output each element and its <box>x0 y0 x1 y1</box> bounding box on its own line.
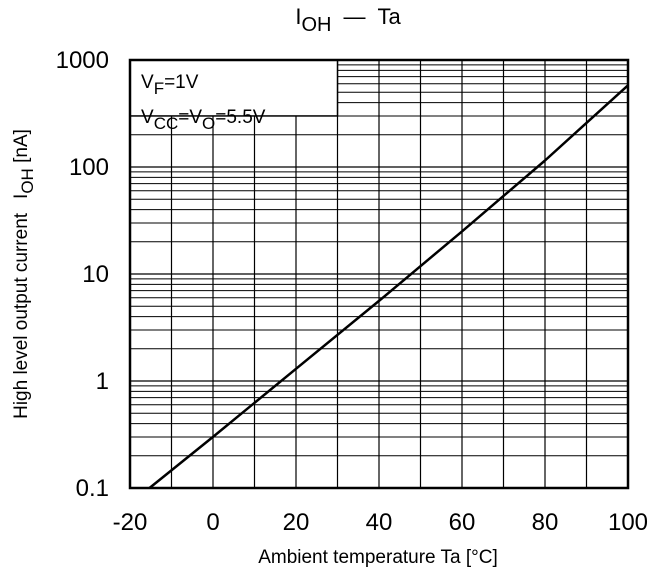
chart-title: IOH — Ta <box>295 4 401 36</box>
x-axis-label: Ambient temperature Ta [°C] <box>258 547 498 568</box>
annotation-text: V <box>141 72 154 93</box>
y-tick-label: 0.1 <box>76 475 109 502</box>
plot-frame <box>128 58 630 490</box>
x-tick-label: 100 <box>608 509 648 536</box>
y-tick-label: 100 <box>69 154 109 181</box>
chart-title-sub: OH <box>301 14 331 36</box>
x-tick-label: 20 <box>283 509 310 536</box>
x-tick-label: 60 <box>449 509 476 536</box>
annotation-line-2: VCC=VO=5.5V <box>141 107 266 133</box>
y-axis-label: High level output current IOH [nA] <box>11 129 37 419</box>
x-tick-labels: -20 0 20 40 60 80 100 <box>113 509 648 536</box>
chart-title-dash: — <box>343 4 365 29</box>
annotation-text: =1V <box>164 72 199 93</box>
y-tick-label: 1000 <box>56 47 109 74</box>
y-axis-unit-main: I <box>11 194 32 199</box>
chart-title-main: I <box>295 4 301 29</box>
y-tick-label: 10 <box>82 261 109 288</box>
x-tick-label: 0 <box>206 509 219 536</box>
annotation-text: =5.5V <box>215 107 266 128</box>
y-tick-label: 1 <box>96 368 109 395</box>
annotation-text: F <box>154 79 164 98</box>
annotation-box-frame <box>129 59 339 117</box>
x-tick-label: 40 <box>366 509 393 536</box>
y-tick-labels: 0.1 1 10 100 1000 <box>56 47 109 502</box>
series-line-1 <box>148 84 629 489</box>
annotation-text: V <box>141 107 154 128</box>
x-tick-label: 80 <box>532 509 559 536</box>
y-axis-unit-rest: [nA] <box>11 129 32 168</box>
series-group <box>148 84 629 489</box>
annotation-text: O <box>202 114 215 133</box>
annotation-text: =V <box>178 107 202 128</box>
annotation-line-1: VF=1V <box>141 72 199 98</box>
x-tick-label: -20 <box>113 509 148 536</box>
y-axis-unit-sub: OH <box>18 168 37 194</box>
chart-title-rest: Ta <box>377 4 401 29</box>
y-axis-label-text: High level output current <box>11 212 32 419</box>
annotation-text: CC <box>154 114 179 133</box>
